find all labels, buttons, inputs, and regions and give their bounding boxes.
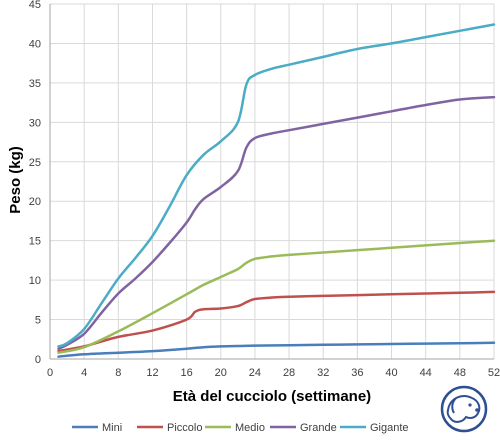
axes [49, 4, 494, 360]
y-tick-label: 25 [29, 157, 41, 169]
x-tick-label: 52 [488, 367, 500, 379]
x-axis-title: Età del cucciolo (settimane) [173, 388, 371, 405]
x-tick-label: 16 [180, 367, 192, 379]
legend-label-medio: Medio [235, 422, 265, 434]
y-axis-title: Peso (kg) [7, 146, 24, 214]
x-tick-label: 0 [47, 367, 53, 379]
series-line-piccolo [57, 290, 496, 353]
x-tick-label: 8 [115, 367, 121, 379]
y-tick-label: 0 [35, 354, 41, 366]
dog-logo-icon [440, 385, 488, 433]
x-tick-label: 36 [351, 367, 363, 379]
legend-label-piccolo: Piccolo [167, 422, 202, 434]
x-tick-label: 48 [454, 367, 466, 379]
legend-label-grande: Grande [300, 422, 337, 434]
x-tick-labels: 0 4 8 12 16 20 24 28 32 36 40 44 48 52 [47, 367, 500, 379]
y-tick-label: 45 [29, 0, 41, 11]
y-tick-label: 40 [29, 38, 41, 50]
y-tick-label: 15 [29, 236, 41, 248]
x-tick-label: 28 [283, 367, 295, 379]
grid [49, 3, 495, 360]
series-lines [57, 23, 496, 358]
y-tick-label: 5 [35, 315, 41, 327]
y-tick-label: 10 [29, 275, 41, 287]
y-tick-label: 35 [29, 78, 41, 90]
x-tick-label: 40 [385, 367, 397, 379]
series-line-gigante [57, 23, 496, 348]
y-tick-label: 30 [29, 117, 41, 129]
y-tick-labels: 0 5 10 15 20 25 30 35 40 45 [29, 0, 41, 366]
x-tick-label: 32 [317, 367, 329, 379]
series-line-medio [57, 239, 496, 354]
x-tick-label: 44 [420, 367, 432, 379]
legend-label-gigante: Gigante [370, 422, 409, 434]
legend-label-mini: Mini [102, 422, 122, 434]
x-tick-label: 4 [81, 367, 87, 379]
series-line-mini [57, 341, 496, 358]
y-tick-label: 20 [29, 196, 41, 208]
legend: Mini Piccolo Medio Grande Gigante [72, 422, 409, 434]
x-tick-label: 12 [146, 367, 158, 379]
x-tick-label: 24 [249, 367, 261, 379]
x-tick-label: 20 [215, 367, 227, 379]
series-line-grande [57, 95, 496, 350]
